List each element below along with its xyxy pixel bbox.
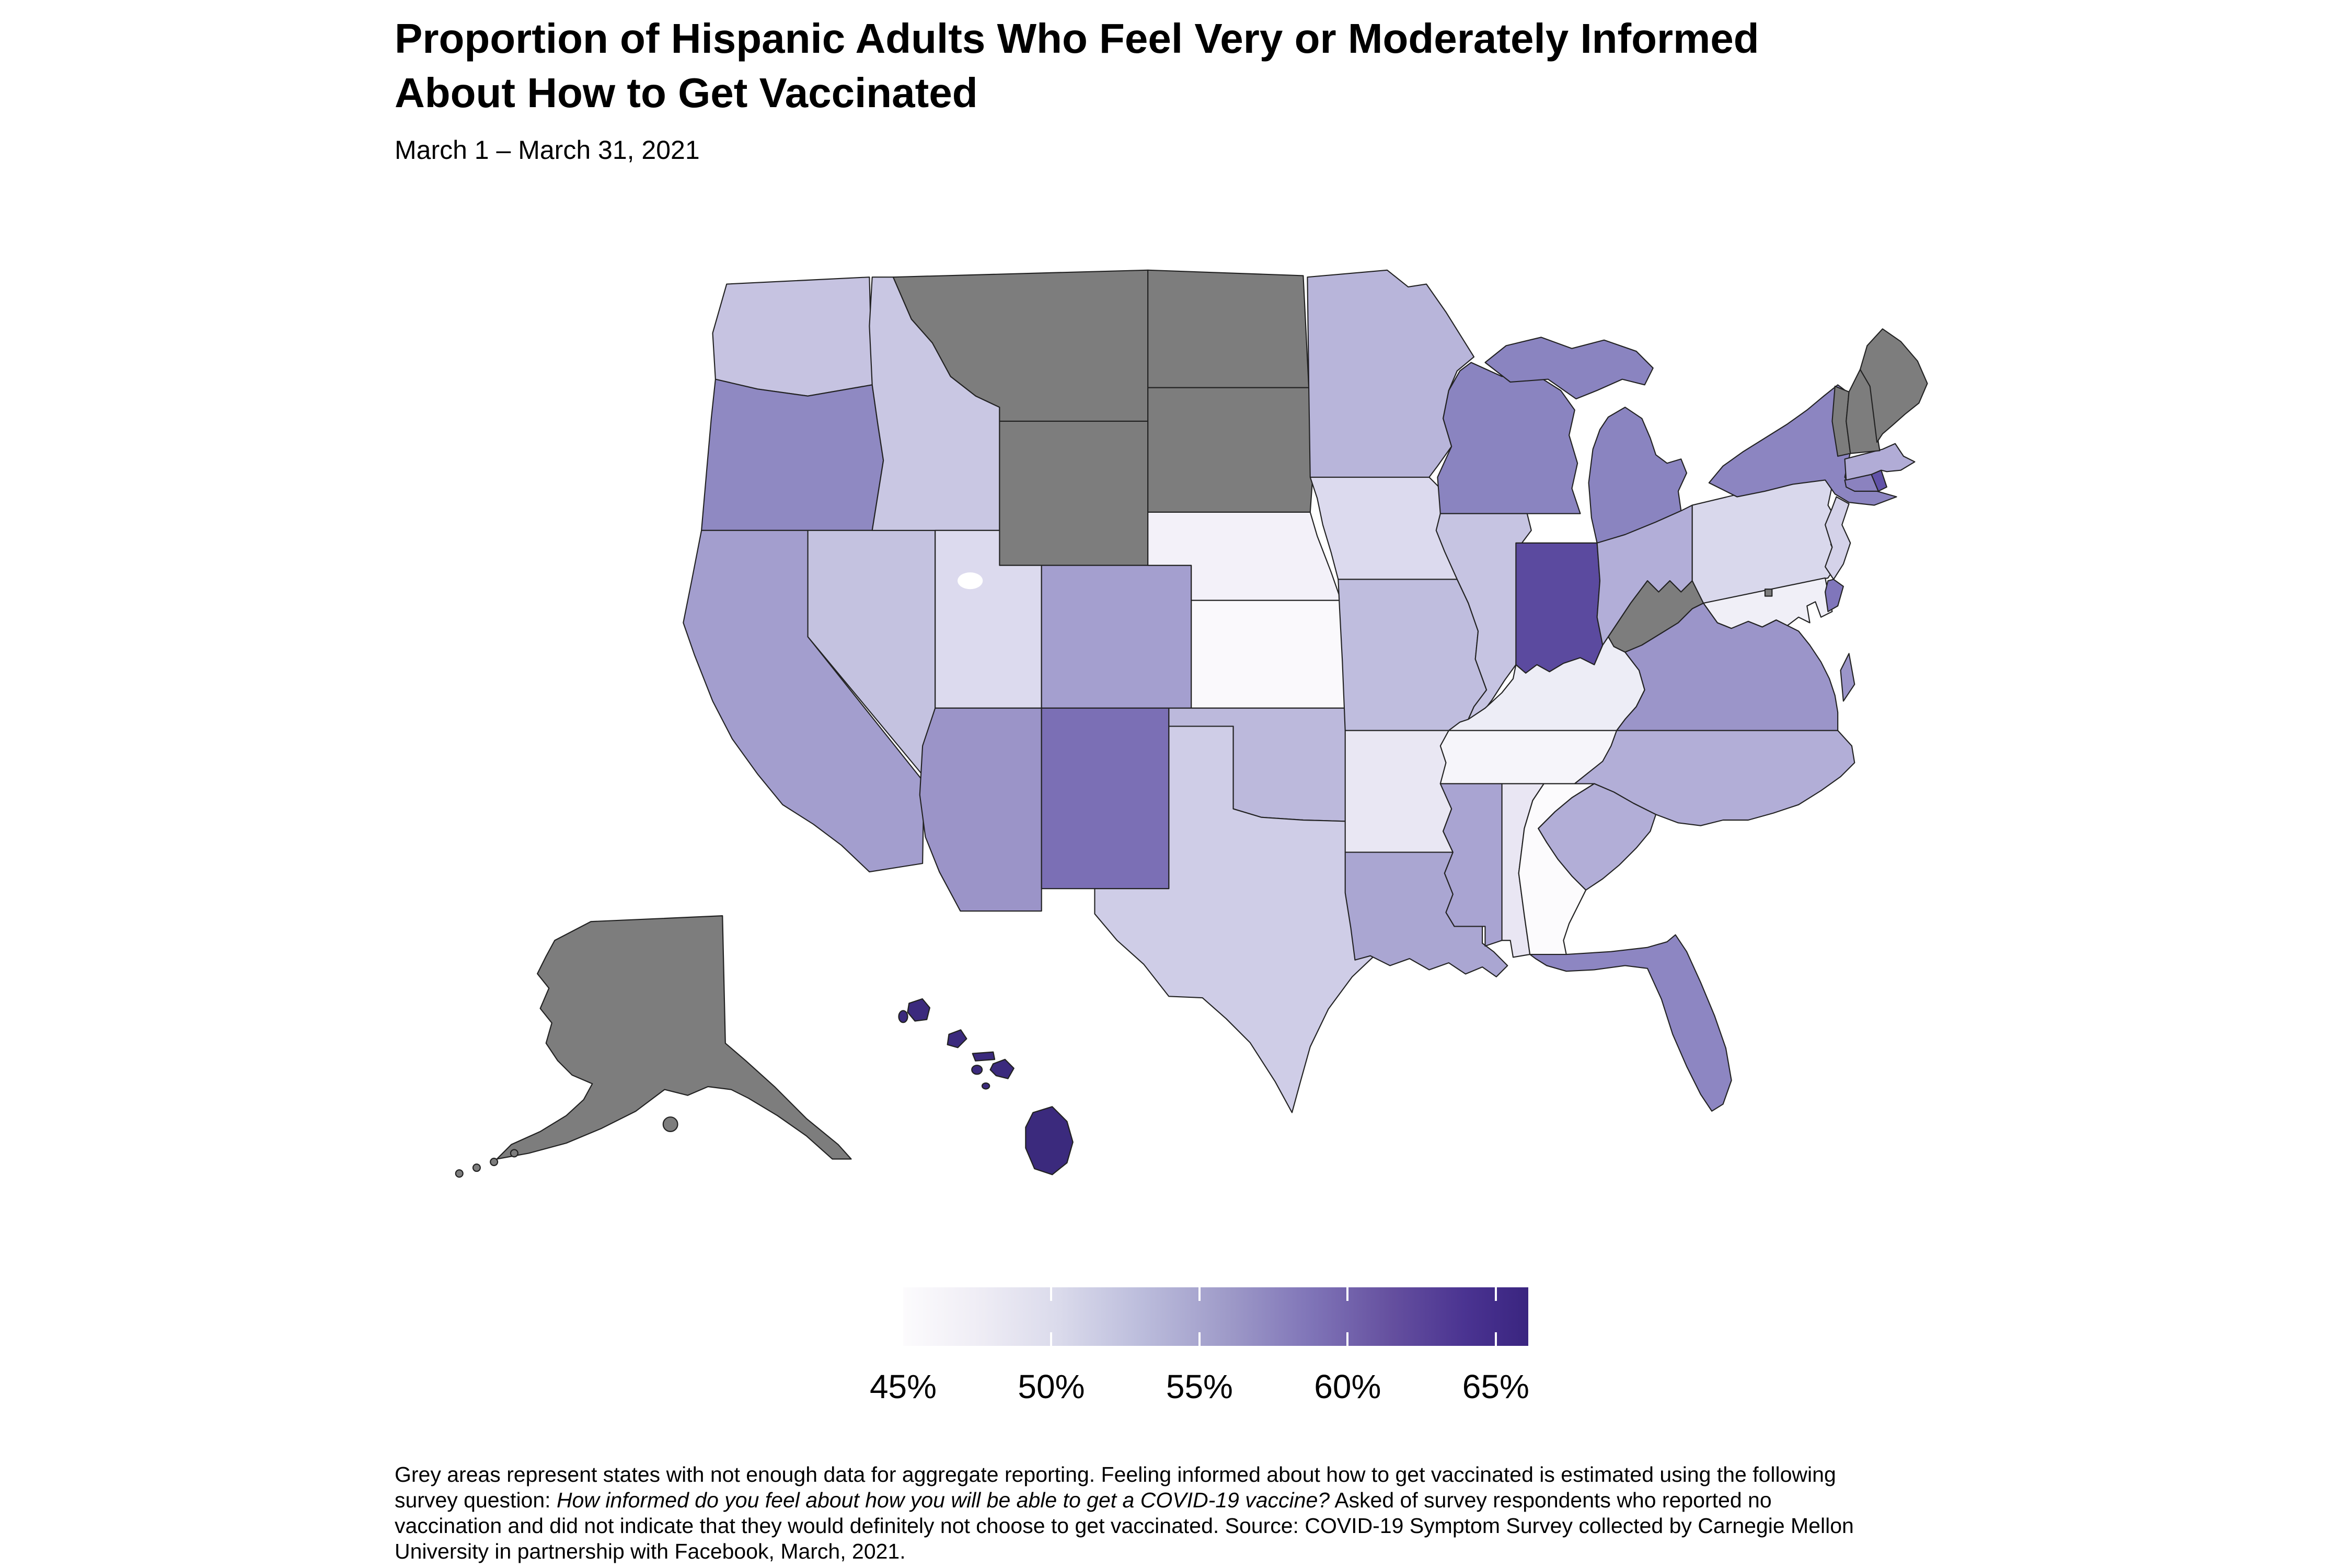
subtitle-date-range: March 1 – March 31, 2021 [395, 135, 700, 165]
legend-tick-mark [1050, 1287, 1053, 1301]
aleutian-island [472, 1163, 481, 1172]
state-ME [1859, 328, 1928, 443]
legend-tick-mark [1050, 1332, 1053, 1346]
island-niihau [898, 1010, 908, 1023]
island-kahoolawe [981, 1082, 990, 1090]
island-molokai [972, 1051, 996, 1062]
state-MI-upper [1484, 337, 1654, 400]
state-IA [1309, 476, 1458, 580]
state-SC [1538, 783, 1657, 891]
state-ND [1147, 269, 1310, 388]
legend-gradient-bar [903, 1287, 1528, 1346]
legend-tick-label: 45% [869, 1368, 937, 1405]
state-IN [1515, 542, 1604, 674]
state-FL [1529, 934, 1732, 1112]
state-CA [683, 529, 925, 873]
aleutian-island [490, 1158, 499, 1167]
state-NJ [1824, 496, 1851, 580]
legend-axis: 45% 50% 55% 60% 65% [870, 1367, 1529, 1414]
legend-tick-mark [1346, 1287, 1349, 1301]
us-map-conus [683, 269, 1928, 1113]
state-WA [712, 276, 873, 397]
legend-tick-label: 65% [1462, 1368, 1529, 1405]
legend-tick-label: 50% [1018, 1368, 1085, 1405]
us-map-alaska [455, 915, 852, 1178]
state-AZ [919, 707, 1042, 912]
us-map-hawaii [898, 998, 1074, 1175]
state-OR [701, 378, 884, 531]
aleutian-island [510, 1149, 518, 1158]
island-maui [989, 1058, 1014, 1079]
state-SD [1147, 387, 1315, 513]
state-DE [1824, 579, 1844, 613]
page-title: Proportion of Hispanic Adults Who Feel V… [395, 11, 1759, 120]
legend-tick-label: 60% [1314, 1368, 1381, 1405]
state-MN [1307, 269, 1475, 478]
state-AK [496, 915, 852, 1160]
legend-tick-mark [1346, 1332, 1349, 1346]
footnote-line: Grey areas represent states with not eno… [395, 1462, 1836, 1486]
state-NY [1708, 384, 1897, 506]
island-hawaii [1025, 1106, 1074, 1175]
island-kauai [907, 998, 930, 1022]
title-line-1: Proportion of Hispanic Adults Who Feel V… [395, 15, 1759, 62]
state-MA [1844, 443, 1916, 481]
state-VA-eastern-shore [1840, 653, 1855, 702]
legend-tick-mark [1198, 1332, 1201, 1346]
state-DC [1764, 589, 1773, 597]
legend-tick-mark [1494, 1287, 1497, 1301]
state-MI [1588, 407, 1688, 544]
great-salt-lake [958, 572, 983, 590]
footnote-line: University in partnership with Facebook,… [395, 1539, 906, 1563]
aleutian-island [455, 1169, 464, 1178]
footnote-line: vaccination and did not indicate that th… [395, 1514, 1854, 1538]
state-TX [1094, 725, 1380, 1113]
island-lanai [971, 1065, 983, 1075]
legend-tick-mark [1494, 1332, 1497, 1346]
state-VA [1616, 602, 1839, 731]
state-WI [1437, 362, 1581, 514]
state-NC [1574, 730, 1855, 826]
legend-tick-label: 55% [1166, 1368, 1233, 1405]
island-oahu [947, 1029, 967, 1048]
kodiak-island [662, 1116, 678, 1132]
title-line-2: About How to Get Vaccinated [395, 70, 978, 116]
footnote: Grey areas represent states with not eno… [395, 1462, 1910, 1564]
state-WY [999, 420, 1149, 566]
footnote-line: survey question: How informed do you fee… [395, 1488, 1772, 1512]
state-KS [1191, 599, 1353, 709]
state-NM [1041, 707, 1170, 890]
state-CO [1041, 564, 1192, 709]
legend-tick-mark [1198, 1287, 1201, 1301]
